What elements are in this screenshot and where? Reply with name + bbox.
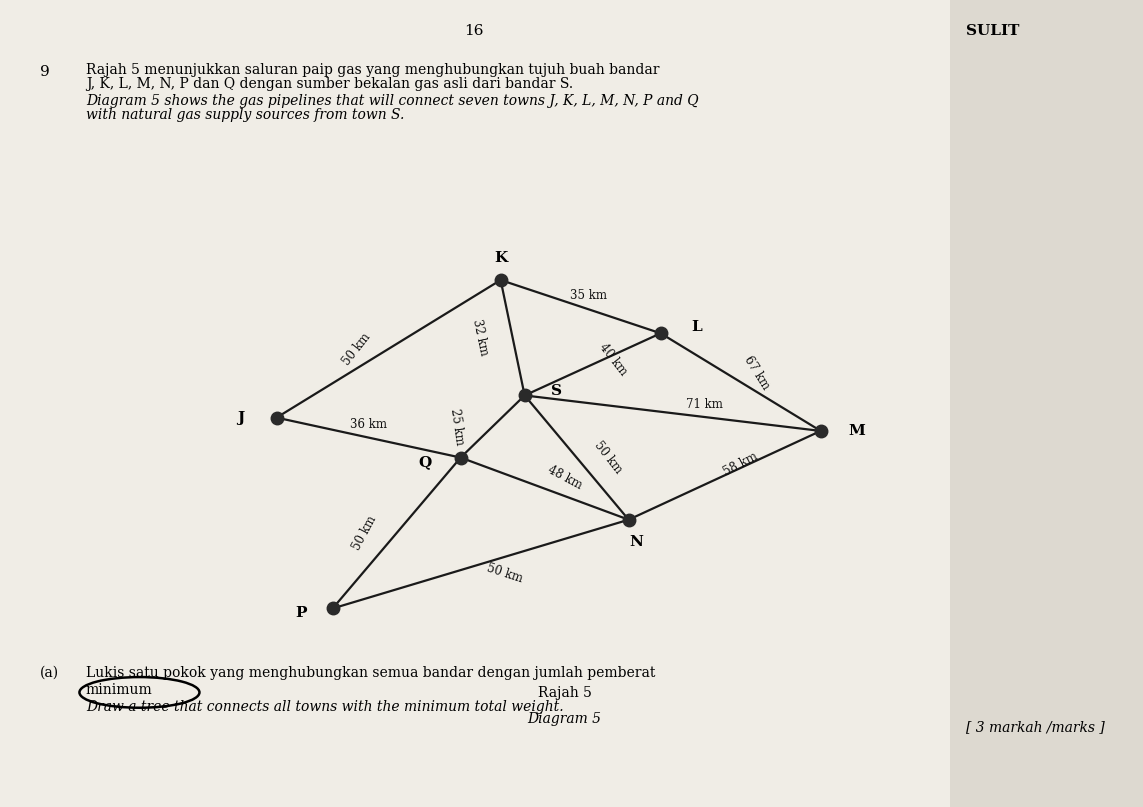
Text: 25 km: 25 km <box>448 408 465 445</box>
Text: 67 km: 67 km <box>742 354 772 392</box>
Text: M: M <box>848 424 865 438</box>
Text: 50 km: 50 km <box>341 330 373 367</box>
Text: Rajah 5 menunjukkan saluran paip gas yang menghubungkan tujuh buah bandar: Rajah 5 menunjukkan saluran paip gas yan… <box>86 63 660 77</box>
Text: SULIT: SULIT <box>966 24 1020 38</box>
Text: 9: 9 <box>40 65 50 78</box>
Text: Diagram 5 shows the gas pipelines that will connect seven towns J, K, L, M, N, P: Diagram 5 shows the gas pipelines that w… <box>86 94 698 107</box>
Text: 71 km: 71 km <box>686 398 724 411</box>
Text: 40 km: 40 km <box>597 341 629 378</box>
Text: 32 km: 32 km <box>471 318 490 358</box>
Text: Rajah 5: Rajah 5 <box>537 686 592 700</box>
Text: 48 km: 48 km <box>545 463 584 492</box>
Text: Draw a tree that connects all towns with the minimum total weight.: Draw a tree that connects all towns with… <box>86 700 563 713</box>
Text: 35 km: 35 km <box>570 289 607 302</box>
Text: [ 3 markah /marks ]: [ 3 markah /marks ] <box>966 720 1104 734</box>
Text: N: N <box>630 535 644 549</box>
Text: (a): (a) <box>40 666 59 679</box>
Text: minimum: minimum <box>86 683 152 696</box>
Text: Q: Q <box>418 455 431 469</box>
Text: 50 km: 50 km <box>592 439 625 476</box>
Text: 50 km: 50 km <box>485 561 525 585</box>
Text: Lukis satu pokok yang menghubungkan semua bandar dengan jumlah pemberat: Lukis satu pokok yang menghubungkan semu… <box>86 666 655 679</box>
Text: K: K <box>494 251 507 265</box>
Text: with natural gas supply sources from town S.: with natural gas supply sources from tow… <box>86 108 405 122</box>
Text: 16: 16 <box>464 24 485 38</box>
Text: J: J <box>237 411 245 424</box>
Text: S: S <box>551 384 562 398</box>
Text: 58 km: 58 km <box>721 449 760 479</box>
Text: L: L <box>692 320 702 333</box>
Text: Diagram 5: Diagram 5 <box>528 713 601 726</box>
Text: 50 km: 50 km <box>350 513 379 553</box>
Text: J, K, L, M, N, P dan Q dengan sumber bekalan gas asli dari bandar S.: J, K, L, M, N, P dan Q dengan sumber bek… <box>86 77 573 91</box>
FancyBboxPatch shape <box>0 0 950 807</box>
Text: 36 km: 36 km <box>350 418 387 431</box>
Text: P: P <box>295 606 306 620</box>
